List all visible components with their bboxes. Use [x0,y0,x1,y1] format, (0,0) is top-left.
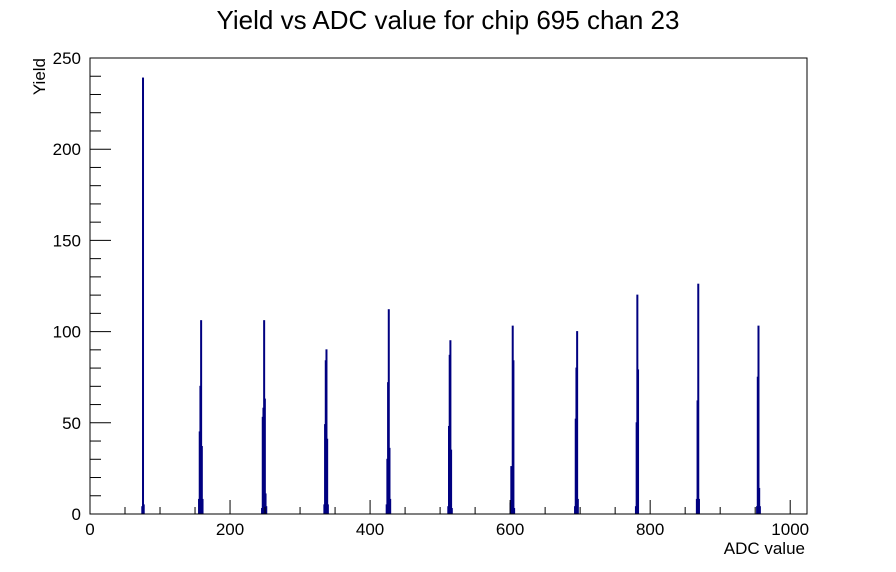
x-tick-label: 0 [85,520,94,539]
histogram-bin [450,449,453,515]
x-tick-label: 800 [636,520,664,539]
chart-title: Yield vs ADC value for chip 695 chan 23 [217,5,680,35]
histogram-bin [697,283,700,515]
histogram-bin [326,438,329,515]
y-axis-ticks: 0 50 100 150 200 250 [53,49,111,524]
y-axis-label: Yield [30,58,49,95]
histogram-bin [201,498,204,515]
histogram-bin [389,498,392,515]
x-tick-label: 1000 [771,520,809,539]
x-tick-label: 200 [216,520,244,539]
x-tick-label: 600 [496,520,524,539]
histogram-bin [265,506,268,515]
y-tick-label: 50 [62,414,81,433]
histogram-bin [326,504,329,515]
y-tick-label: 100 [53,323,81,342]
y-tick-label: 200 [53,140,81,159]
histogram-bin [142,504,145,515]
histogram-bin [758,506,761,515]
histogram-bin [512,360,515,515]
histogram-bin [142,77,145,515]
histogram-bin [450,508,453,515]
plot-frame [89,57,808,515]
histogram-bin [757,325,760,515]
histogram-bin [513,508,516,515]
y-tick-label: 250 [53,49,81,68]
x-axis-ticks: 0 200 400 600 800 1000 [85,500,809,539]
histogram-bin [576,331,579,515]
histogram-bin [576,498,579,515]
histogram-bin [637,369,640,515]
histogram-bin [697,498,700,515]
y-tick-label: 150 [53,231,81,250]
y-tick-label: 0 [72,505,81,524]
x-axis-label: ADC value [724,539,805,558]
x-tick-label: 400 [356,520,384,539]
